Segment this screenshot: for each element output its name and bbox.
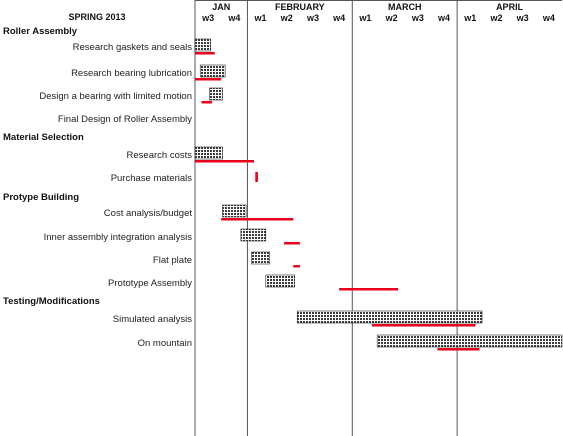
task-label: Cost analysis/budget <box>104 208 193 219</box>
week-label: w4 <box>332 13 345 23</box>
task-label: Inner assembly integration analysis <box>44 232 193 243</box>
planned-bar <box>222 204 247 218</box>
task-label: Research costs <box>127 150 193 161</box>
actual-bar <box>293 265 300 268</box>
group-label: Material Selection <box>3 132 84 143</box>
group-label: Roller Assembly <box>3 26 78 37</box>
chart-title: SPRING 2013 <box>68 12 125 22</box>
planned-bar <box>209 87 223 101</box>
task-bars <box>194 38 563 351</box>
actual-bar <box>339 288 399 291</box>
task-label: Research gaskets and seals <box>73 42 193 53</box>
week-label: w1 <box>254 13 267 23</box>
planned-bar <box>194 38 212 52</box>
week-label: w3 <box>201 13 214 23</box>
week-label: w4 <box>542 13 555 23</box>
task-label: On mountain <box>138 338 192 349</box>
planned-bar <box>296 310 483 324</box>
group-label: Testing/Modifications <box>3 296 100 307</box>
task-label: Purchase materials <box>111 173 193 184</box>
week-label: w3 <box>306 13 319 23</box>
week-label: w2 <box>280 13 293 23</box>
week-label: w4 <box>437 13 450 23</box>
week-label: w4 <box>227 13 240 23</box>
planned-bar <box>240 228 267 242</box>
week-label: w2 <box>385 13 398 23</box>
planned-bar <box>265 274 295 288</box>
actual-bar <box>201 101 213 104</box>
task-label: Simulated analysis <box>113 314 192 325</box>
week-label: w3 <box>516 13 529 23</box>
task-label: Prototype Assembly <box>108 278 192 289</box>
task-label: Final Design of Roller Assembly <box>58 114 192 125</box>
actual-bar <box>195 160 254 163</box>
actual-bar <box>437 348 480 351</box>
week-label: w2 <box>489 13 502 23</box>
planned-bar <box>199 64 226 78</box>
month-label: APRIL <box>496 2 524 12</box>
group-label: Protype Building <box>3 192 79 203</box>
actual-bar <box>371 324 476 327</box>
task-label: Design a bearing with limited motion <box>39 91 192 102</box>
actual-bar <box>195 78 222 81</box>
week-label: w1 <box>463 13 476 23</box>
task-label: Research bearing lubrication <box>71 68 192 79</box>
planned-bar <box>376 334 563 348</box>
month-label: JAN <box>212 2 230 12</box>
week-label: w1 <box>358 13 371 23</box>
actual-bar <box>195 52 215 55</box>
planned-bar <box>194 146 223 160</box>
week-label: w3 <box>411 13 424 23</box>
task-labels: Roller Assembly Research gaskets and seal… <box>3 26 192 349</box>
actual-bar <box>284 242 300 245</box>
actual-bar <box>221 218 294 221</box>
actual-bar <box>255 172 258 182</box>
task-label: Flat plate <box>153 255 192 266</box>
planned-bar <box>251 251 271 265</box>
month-label: MARCH <box>388 2 422 12</box>
month-label: FEBRUARY <box>275 2 325 12</box>
